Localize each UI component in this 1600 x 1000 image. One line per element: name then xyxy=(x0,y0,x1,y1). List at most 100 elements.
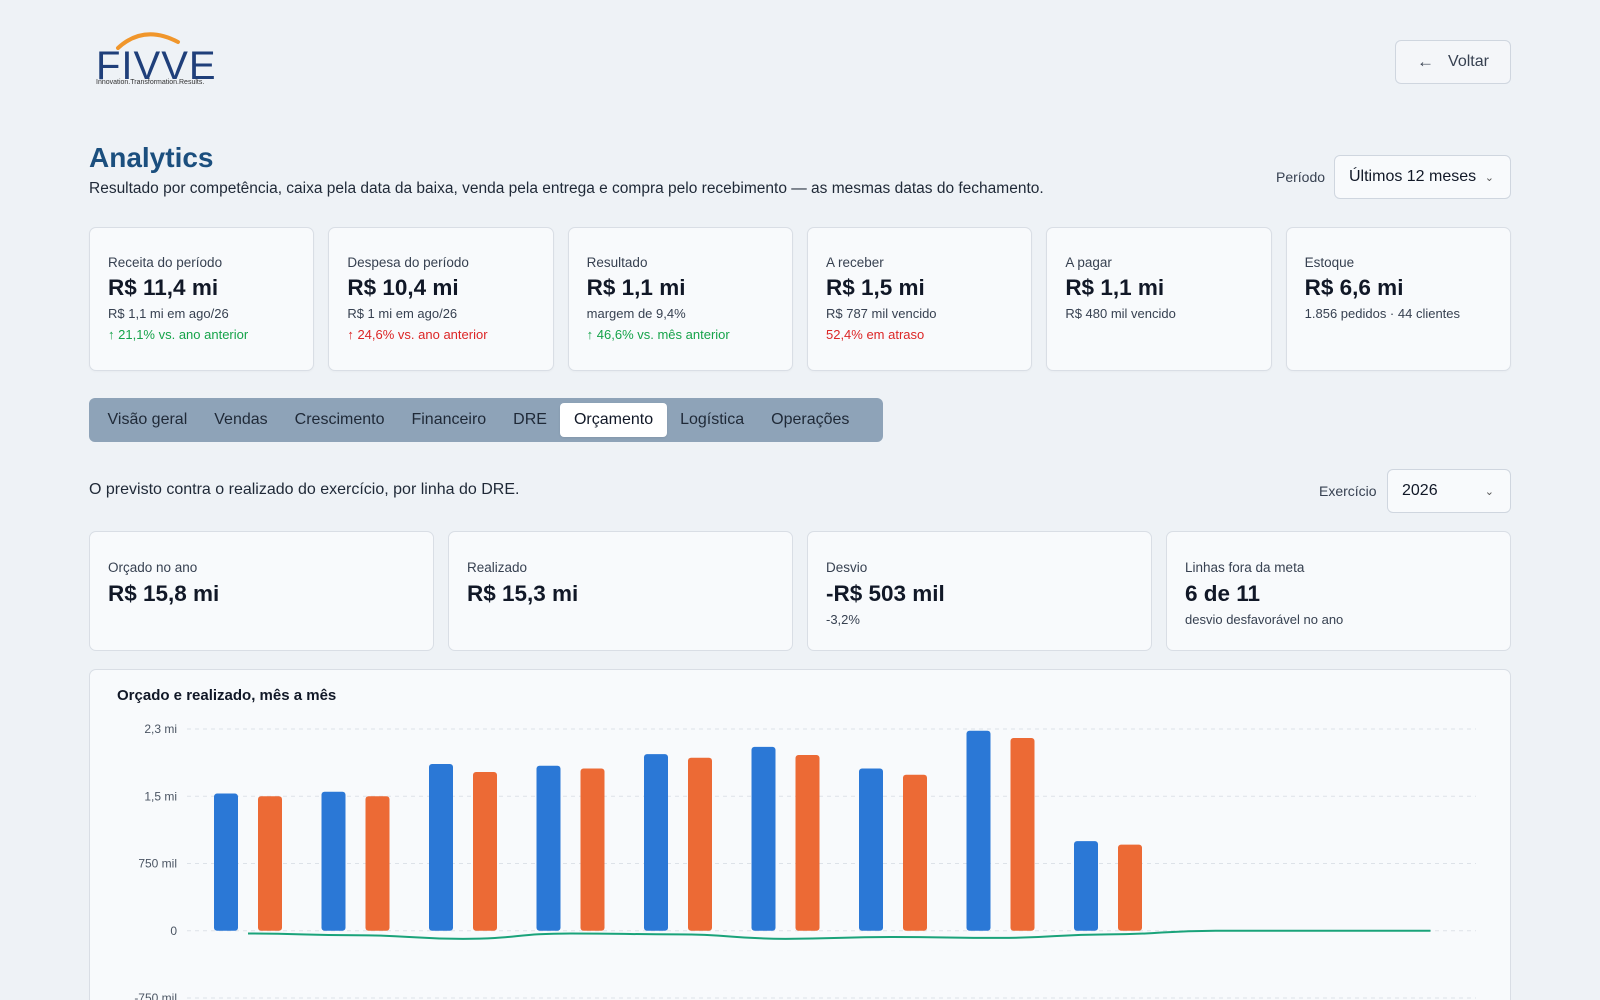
kpi-sub: R$ 787 mil vencido xyxy=(825,306,937,321)
kpi-trend-text: 24,6% vs. ano anterior xyxy=(357,327,488,342)
arrow-up-icon: ↑ xyxy=(108,327,119,342)
budget-description: O previsto contra o realizado do exercíc… xyxy=(89,481,520,498)
kpi-sub: -3,2% xyxy=(826,612,860,627)
budget-kpi-card: Desvio -R$ 503 mil -3,2% xyxy=(807,531,1152,651)
y-tick-label: 750 mil xyxy=(138,857,177,871)
tab-visao-geral[interactable]: Visão geral xyxy=(107,411,188,428)
kpi-trend: ↑ 21,1% vs. ano anterior xyxy=(108,327,295,342)
kpi-value: R$ 15,8 mi xyxy=(108,581,220,606)
period-select-value: Últimos 12 meses xyxy=(1349,168,1477,185)
bar-actual xyxy=(580,768,605,931)
tab-vendas[interactable]: Vendas xyxy=(214,411,268,428)
y-tick-label: 0 xyxy=(170,924,177,938)
kpi-value: R$ 10,4 mi xyxy=(347,275,459,300)
bar-budget xyxy=(751,746,776,931)
bar-budget xyxy=(429,763,453,931)
bar-actual xyxy=(903,774,927,931)
kpi-value: -R$ 503 mil xyxy=(826,581,945,606)
kpi-card: Receita do período R$ 11,4 mi R$ 1,1 mi … xyxy=(89,227,315,371)
kpi-value: R$ 1,1 mi xyxy=(586,275,686,300)
kpi-value: R$ 15,3 mi xyxy=(467,581,579,606)
bar-budget xyxy=(644,754,668,931)
kpi-label: A pagar xyxy=(1065,255,1112,270)
kpi-label: Realizado xyxy=(467,560,528,575)
logo-wordmark: FIVVE xyxy=(96,44,217,88)
kpi-trend: ↑ 46,6% vs. mês anterior xyxy=(587,327,774,342)
bar-actual xyxy=(688,757,712,931)
kpi-trend-text: 52,4% em atraso xyxy=(825,327,925,342)
app-header: FIVVE Innovation.Transformation.Results.… xyxy=(0,0,1600,110)
year-select[interactable]: 2026 ⌄ xyxy=(1387,469,1511,513)
kpi-label: Desvio xyxy=(826,560,868,575)
kpi-label: Despesa do período xyxy=(347,255,469,270)
bar-actual xyxy=(1118,844,1142,931)
kpi-card: Despesa do período R$ 10,4 mi R$ 1 mi em… xyxy=(328,227,554,371)
y-tick-label: 1,5 mi xyxy=(144,789,177,803)
kpi-trend-text: 21,1% vs. ano anterior xyxy=(118,327,249,342)
year-select-value: 2026 xyxy=(1402,482,1438,499)
kpi-sub: margem de 9,4% xyxy=(586,306,686,321)
y-tick-label: 2,3 mi xyxy=(144,722,177,736)
bar-budget xyxy=(536,765,561,931)
kpi-sub: R$ 1,1 mi em ago/26 xyxy=(108,306,229,321)
kpi-card: Estoque R$ 6,6 mi 1.856 pedidos · 44 cli… xyxy=(1285,227,1511,371)
kpi-label: Resultado xyxy=(586,255,648,270)
budget-bar-chart: 2,3 mi 1,5 mi 750 mil 0 -750 mil xyxy=(134,722,1476,1000)
page-subtitle: Resultado por competência, caixa pela da… xyxy=(89,180,1044,197)
kpi-sub: 1.856 pedidos · 44 clientes xyxy=(1304,306,1461,321)
kpi-label: Receita do período xyxy=(108,255,223,270)
kpi-cards: Receita do período R$ 11,4 mi R$ 1,1 mi … xyxy=(89,227,1511,371)
chevron-down-icon: ⌄ xyxy=(1484,171,1494,184)
bar-budget xyxy=(966,730,991,931)
back-button[interactable]: ← Voltar xyxy=(1395,40,1511,84)
budget-kpi-card: Linhas fora da meta 6 de 11 desvio desfav… xyxy=(1166,531,1511,651)
kpi-card: A pagar R$ 1,1 mi R$ 480 mil vencido xyxy=(1046,227,1272,371)
back-button-label: Voltar xyxy=(1448,53,1489,70)
period-select[interactable]: Últimos 12 meses ⌄ xyxy=(1334,155,1511,199)
arrow-up-icon: ↑ xyxy=(347,327,358,342)
bar-actual xyxy=(258,796,282,931)
fivve-logo: FIVVE Innovation.Transformation.Results. xyxy=(94,26,217,88)
kpi-label: Linhas fora da meta xyxy=(1185,560,1305,575)
kpi-trend-text: 46,6% vs. mês anterior xyxy=(596,327,730,342)
kpi-label: A receber xyxy=(825,255,884,270)
kpi-value: R$ 1,5 mi xyxy=(825,275,925,300)
kpi-label: Estoque xyxy=(1304,255,1355,270)
logo-tagline: Innovation.Transformation.Results. xyxy=(96,79,205,86)
bar-budget xyxy=(321,791,346,931)
kpi-sub: desvio desfavorável no ano xyxy=(1185,612,1344,627)
kpi-value: R$ 6,6 mi xyxy=(1304,275,1404,300)
bar-actual xyxy=(795,755,820,931)
arrow-left-icon: ← xyxy=(1417,52,1435,71)
kpi-value: 6 de 11 xyxy=(1185,581,1261,606)
bar-actual xyxy=(473,772,497,931)
kpi-value: R$ 11,4 mi xyxy=(108,275,219,300)
tab-financeiro[interactable]: Financeiro xyxy=(411,411,487,428)
kpi-trend: ↑ 24,6% vs. ano anterior xyxy=(347,327,534,342)
tab-crescimento[interactable]: Crescimento xyxy=(294,411,385,428)
kpi-trend: 52,4% em atraso xyxy=(826,327,1013,342)
y-tick-label: -750 mil xyxy=(134,991,177,1000)
budget-chart-card: Orçado e realizado, mês a mês 2,3 mi 1,5 … xyxy=(89,669,1511,1000)
bar-budget xyxy=(1074,841,1098,931)
tab-logistica[interactable]: Logística xyxy=(680,411,745,428)
budget-kpi-card: Orçado no ano R$ 15,8 mi xyxy=(89,531,434,651)
budget-kpi-cards: Orçado no ano R$ 15,8 mi Realizado R$ 15,… xyxy=(89,531,1511,651)
kpi-sub: R$ 480 mil vencido xyxy=(1065,306,1176,321)
bar-actual xyxy=(1010,737,1035,931)
tab-orcamento[interactable]: Orçamento xyxy=(560,403,667,437)
kpi-card: A receber R$ 1,5 mi R$ 787 mil vencido 52… xyxy=(806,227,1033,371)
tab-operacoes[interactable]: Operações xyxy=(771,411,850,428)
chart-title: Orçado e realizado, mês a mês xyxy=(117,687,337,704)
logo-arc-icon xyxy=(116,32,180,50)
bar-actual xyxy=(365,796,390,931)
deviation-line xyxy=(247,929,1431,940)
kpi-sub: R$ 1 mi em ago/26 xyxy=(347,306,458,321)
bar-budget xyxy=(214,793,238,931)
page-title: Analytics xyxy=(89,142,214,173)
kpi-value: R$ 1,1 mi xyxy=(1065,275,1165,300)
budget-kpi-card: Realizado R$ 15,3 mi xyxy=(448,531,793,651)
period-label: Período xyxy=(1276,169,1326,185)
tab-dre[interactable]: DRE xyxy=(513,411,547,428)
bar-budget xyxy=(859,768,883,931)
